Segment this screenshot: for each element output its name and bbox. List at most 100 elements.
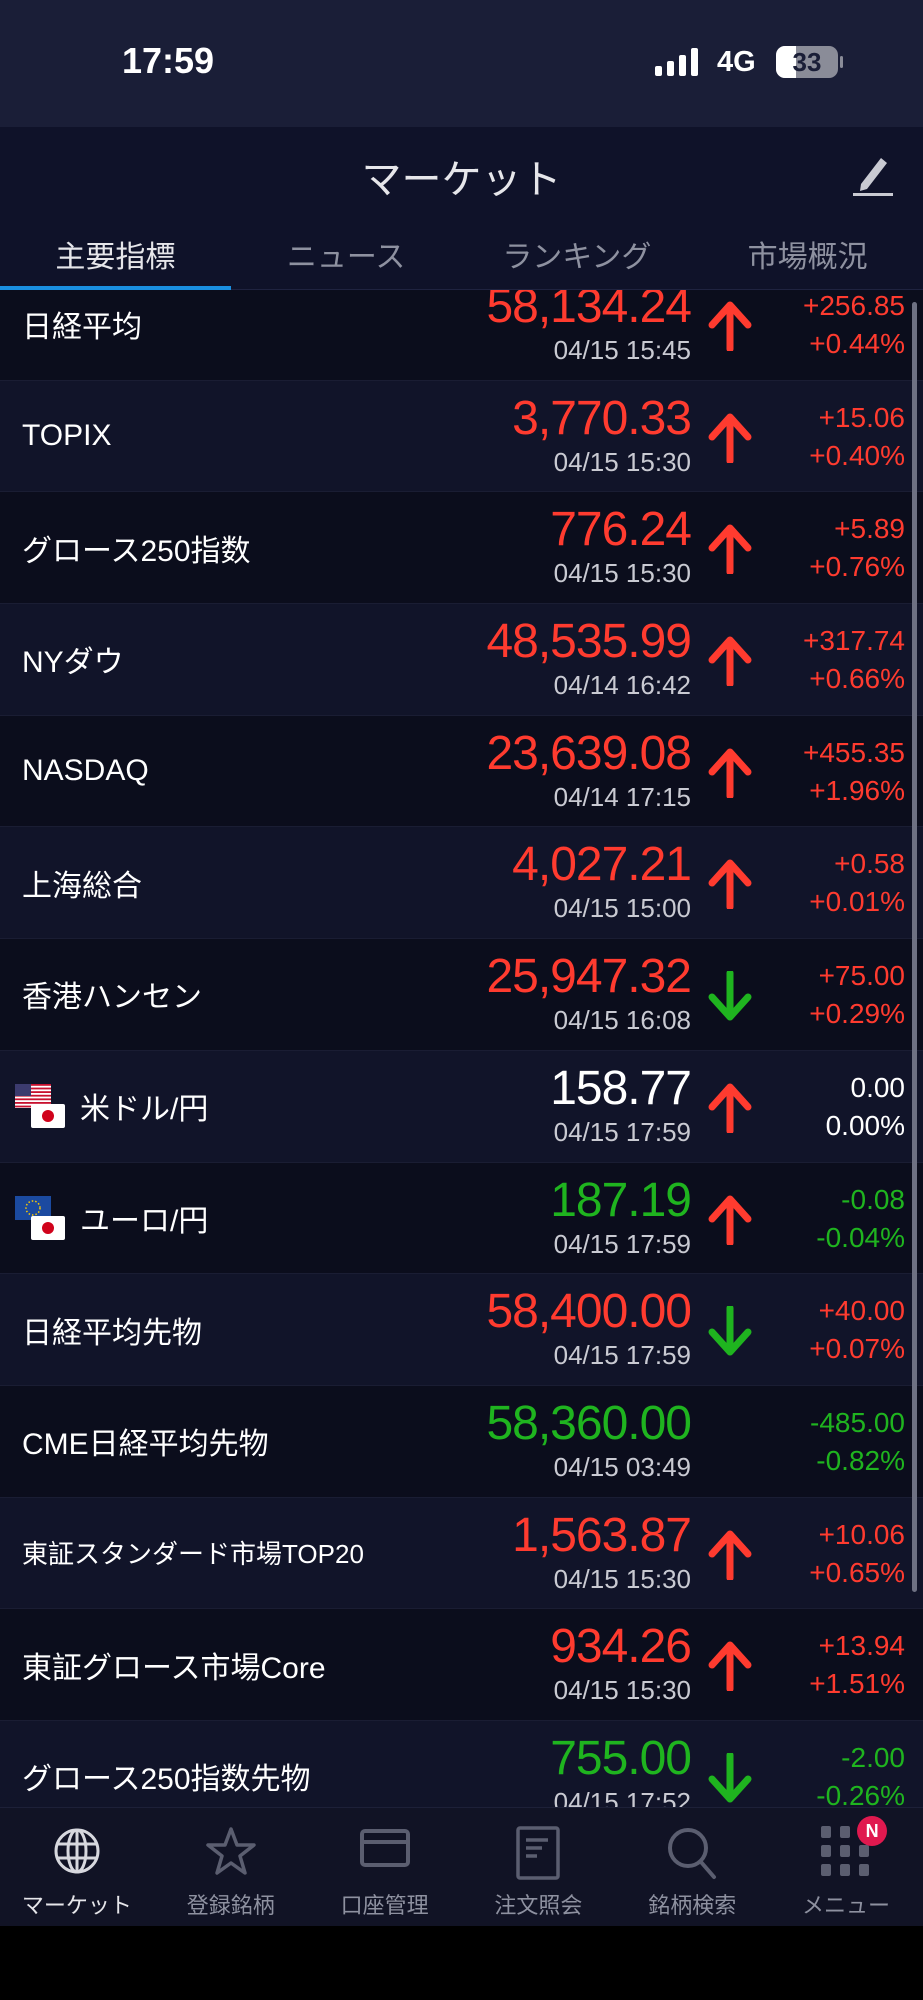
change: +75.00 +0.29% [809,957,905,1033]
tab-2[interactable]: ランキング [502,241,652,274]
us-jp-flag-icon [15,1083,65,1128]
change-percent: +0.07% [809,1333,905,1365]
timestamp: 04/15 15:30 [553,558,691,589]
change-percent: +0.65% [809,1556,905,1588]
change-percent: -0.26% [816,1779,905,1807]
market-row[interactable]: 日経平均 58,134.24 04/15 15:45 +256.85 +0.44% [0,290,923,381]
instrument-name: CME日経平均先物 [22,1428,269,1462]
change: +317.74 +0.66% [803,622,905,698]
tab-0[interactable]: 主要指標 [0,232,231,290]
timestamp: 04/14 17:15 [553,781,691,812]
timestamp: 04/15 03:49 [553,1451,691,1482]
bottom-navigation: マーケット 登録銘柄 口座管理 注文照会 銘柄検索 N メニュー [0,1807,923,1926]
arrow-down-icon [708,1752,752,1803]
market-row[interactable]: 香港ハンセン 25,947.32 04/15 16:08 +75.00 +0.29… [0,939,923,1051]
change-value: +0.58 [834,848,905,880]
change-value: -0.08 [841,1183,905,1215]
change-percent: -0.82% [816,1444,905,1476]
battery-level: 33 [792,47,822,77]
scrollbar[interactable] [912,302,917,1592]
tab-bar-top: 主要指標 ニュース ランキング 市場概況 [0,232,923,290]
market-row[interactable]: TOPIX 3,770.33 04/15 15:30 +15.06 +0.40% [0,380,923,493]
nav-document[interactable]: 注文照会 [461,1808,615,1926]
change: -0.08 -0.04% [816,1181,905,1257]
market-row[interactable]: NYダウ 48,535.99 04/14 16:42 +317.74 +0.66% [0,604,923,716]
timestamp: 04/15 17:52 [553,1786,691,1807]
timestamp: 04/14 16:42 [553,670,691,701]
instrument-name: 東証スタンダード市場TOP20 [22,1539,364,1570]
arrow-up-icon [708,524,752,575]
nav-grid[interactable]: N メニュー [769,1808,923,1926]
price: 776.24 [550,503,692,557]
change-percent: +0.44% [809,328,905,359]
eu-jp-flag-icon [15,1195,65,1240]
instrument-name: 香港ハンセン [22,981,202,1015]
market-row[interactable]: 上海総合 4,027.21 04/15 15:00 +0.58 +0.01% [0,827,923,940]
market-row[interactable]: 日経平均先物 58,400.00 04/15 17:59 +40.00 +0.07… [0,1274,923,1386]
arrow-up-icon [708,1195,752,1245]
instrument-name: NYダウ [22,646,124,680]
change-value: +256.85 [803,290,905,321]
change-value: -485.00 [810,1406,905,1438]
change: -485.00 -0.82% [810,1404,905,1480]
market-row[interactable]: グロース250指数先物 755.00 04/15 17:52 -2.00 -0.2… [0,1720,923,1807]
timestamp: 04/15 15:30 [553,446,691,477]
change-percent: +1.96% [809,774,905,806]
tab-3[interactable]: 市場概況 [747,241,868,274]
change-percent: -0.04% [816,1221,905,1253]
arrow-up-icon [708,748,752,798]
page-title: マーケット [361,158,562,202]
market-row[interactable]: 東証スタンダード市場TOP20 1,563.87 04/15 15:30 +10… [0,1497,923,1610]
market-row[interactable]: グロース250指数 776.24 04/15 15:30 +5.89 +0.76% [0,492,923,605]
change: +455.35 +1.96% [803,734,905,810]
market-row[interactable]: CME日経平均先物 58,360.00 04/15 03:49 -485.00-… [0,1385,923,1498]
change-percent: 0.00% [825,1109,905,1141]
market-row[interactable]: 東証グロース市場Core 934.26 04/15 15:30 +13.94 +1… [0,1609,923,1721]
instrument-name: グロース250指数先物 [22,1763,311,1797]
instrument-name: NASDAQ [22,754,149,788]
instrument-name: 日経平均先物 [22,1316,202,1350]
price: 25,947.32 [486,950,692,1004]
nav-label: 銘柄検索 [648,1893,737,1918]
pencil-icon[interactable] [853,152,893,197]
change: -2.00 -0.26% [816,1739,905,1807]
price: 4,027.21 [512,838,692,892]
instrument-name: グロース250指数 [22,534,251,568]
instrument-name: 上海総合 [22,869,142,903]
price: 58,400.00 [486,1285,692,1339]
price: 58,360.00 [486,1396,692,1450]
nav-card[interactable]: 口座管理 [308,1808,462,1926]
battery-icon: 33 [776,46,838,78]
change-percent: +0.76% [809,551,905,583]
change-value: 0.00 [850,1071,906,1103]
market-row[interactable]: NASDAQ 23,639.08 04/14 17:15 +455.35 +1.9… [0,715,923,828]
instrument-name: ユーロ/円 [80,1204,209,1238]
change-value: +455.35 [803,736,905,768]
price: 48,535.99 [486,615,692,669]
tab-1[interactable]: ニュース [286,241,406,274]
timestamp: 04/15 16:08 [553,1005,691,1036]
market-row[interactable]: ユーロ/円 187.19 04/15 17:59 -0.08 -0.04% [0,1162,923,1275]
market-row[interactable]: 米ドル/円 158.77 04/15 17:59 0.00 0.00% [0,1050,923,1163]
nav-star[interactable]: 登録銘柄 [154,1808,308,1926]
change: +15.06 +0.40% [809,399,905,475]
change-value: +40.00 [818,1295,905,1327]
arrow-up-icon [708,1530,752,1580]
market-list[interactable]: 日経平均 58,134.24 04/15 15:45 +256.85 +0.44%… [0,290,923,1807]
instrument-name: 日経平均 [22,311,142,345]
timestamp: 04/15 17:59 [553,1116,691,1147]
instrument-name: 米ドル/円 [80,1093,209,1127]
arrow-down-icon [708,1306,752,1356]
nav-search[interactable]: 銘柄検索 [615,1808,769,1926]
nav-globe[interactable]: マーケット [0,1808,154,1926]
price: 755.00 [550,1731,692,1785]
change-percent: +0.29% [809,998,905,1030]
arrow-up-icon [708,636,752,687]
price: 187.19 [550,1173,692,1227]
change-value: -2.00 [841,1741,905,1773]
arrow-up-icon [708,301,752,351]
clock: 17:59 [122,40,215,81]
change: +13.94 +1.51% [809,1627,905,1703]
change-value: +15.06 [818,401,905,433]
arrow-down-icon [708,971,752,1021]
